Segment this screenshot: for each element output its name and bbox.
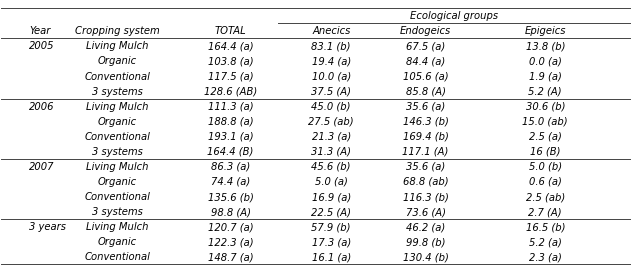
Text: 31.3 (A): 31.3 (A) — [311, 147, 351, 157]
Text: 116.3 (b): 116.3 (b) — [403, 192, 449, 202]
Text: 135.6 (b): 135.6 (b) — [208, 192, 254, 202]
Text: 84.4 (a): 84.4 (a) — [406, 56, 445, 66]
Text: 122.3 (a): 122.3 (a) — [208, 237, 253, 247]
Text: 5.2 (A): 5.2 (A) — [529, 87, 562, 97]
Text: 103.8 (a): 103.8 (a) — [208, 56, 253, 66]
Text: 16.9 (a): 16.9 (a) — [312, 192, 351, 202]
Text: 117.5 (a): 117.5 (a) — [208, 72, 253, 82]
Text: Conventional: Conventional — [84, 72, 150, 82]
Text: 45.0 (b): 45.0 (b) — [312, 102, 351, 112]
Text: 68.8 (ab): 68.8 (ab) — [403, 177, 449, 187]
Text: 2.7 (A): 2.7 (A) — [529, 207, 562, 217]
Text: 27.5 (ab): 27.5 (ab) — [309, 117, 354, 127]
Text: 2007: 2007 — [29, 162, 54, 172]
Text: Organic: Organic — [98, 56, 137, 66]
Text: 30.6 (b): 30.6 (b) — [526, 102, 565, 112]
Text: 120.7 (a): 120.7 (a) — [208, 222, 253, 232]
Text: 164.4 (B): 164.4 (B) — [208, 147, 254, 157]
Text: Living Mulch: Living Mulch — [86, 222, 148, 232]
Text: 146.3 (b): 146.3 (b) — [403, 117, 449, 127]
Text: 46.2 (a): 46.2 (a) — [406, 222, 445, 232]
Text: 98.8 (A): 98.8 (A) — [211, 207, 251, 217]
Text: 3 systems: 3 systems — [91, 147, 143, 157]
Text: 22.5 (A): 22.5 (A) — [311, 207, 351, 217]
Text: Organic: Organic — [98, 117, 137, 127]
Text: 0.0 (a): 0.0 (a) — [529, 56, 562, 66]
Text: Year: Year — [29, 26, 50, 36]
Text: 17.3 (a): 17.3 (a) — [312, 237, 351, 247]
Text: 105.6 (a): 105.6 (a) — [403, 72, 449, 82]
Text: 2005: 2005 — [29, 41, 54, 51]
Text: 117.1 (A): 117.1 (A) — [403, 147, 449, 157]
Text: 86.3 (a): 86.3 (a) — [211, 162, 250, 172]
Text: Living Mulch: Living Mulch — [86, 41, 148, 51]
Text: 5.0 (a): 5.0 (a) — [315, 177, 348, 187]
Text: Anecics: Anecics — [312, 26, 350, 36]
Text: 164.4 (a): 164.4 (a) — [208, 41, 253, 51]
Text: 5.0 (b): 5.0 (b) — [529, 162, 562, 172]
Text: 111.3 (a): 111.3 (a) — [208, 102, 253, 112]
Text: Ecological groups: Ecological groups — [410, 11, 498, 21]
Text: 15.0 (ab): 15.0 (ab) — [522, 117, 568, 127]
Text: 1.9 (a): 1.9 (a) — [529, 72, 562, 82]
Text: 83.1 (b): 83.1 (b) — [312, 41, 351, 51]
Text: 16.5 (b): 16.5 (b) — [526, 222, 565, 232]
Text: 0.6 (a): 0.6 (a) — [529, 177, 562, 187]
Text: 73.6 (A): 73.6 (A) — [406, 207, 445, 217]
Text: Organic: Organic — [98, 177, 137, 187]
Text: 35.6 (a): 35.6 (a) — [406, 162, 445, 172]
Text: 188.8 (a): 188.8 (a) — [208, 117, 253, 127]
Text: 130.4 (b): 130.4 (b) — [403, 252, 449, 262]
Text: TOTAL: TOTAL — [215, 26, 246, 36]
Text: 10.0 (a): 10.0 (a) — [312, 72, 351, 82]
Text: Living Mulch: Living Mulch — [86, 162, 148, 172]
Text: 2.3 (a): 2.3 (a) — [529, 252, 562, 262]
Text: Conventional: Conventional — [84, 192, 150, 202]
Text: 45.6 (b): 45.6 (b) — [312, 162, 351, 172]
Text: 3 years: 3 years — [29, 222, 66, 232]
Text: 35.6 (a): 35.6 (a) — [406, 102, 445, 112]
Text: Organic: Organic — [98, 237, 137, 247]
Text: 99.8 (b): 99.8 (b) — [406, 237, 445, 247]
Text: 57.9 (b): 57.9 (b) — [312, 222, 351, 232]
Text: Living Mulch: Living Mulch — [86, 102, 148, 112]
Text: 128.6 (AB): 128.6 (AB) — [204, 87, 257, 97]
Text: 74.4 (a): 74.4 (a) — [211, 177, 250, 187]
Text: 2006: 2006 — [29, 102, 54, 112]
Text: 21.3 (a): 21.3 (a) — [312, 132, 351, 142]
Text: 2.5 (ab): 2.5 (ab) — [526, 192, 565, 202]
Text: Epigeics: Epigeics — [524, 26, 566, 36]
Text: 37.5 (A): 37.5 (A) — [311, 87, 351, 97]
Text: 16.1 (a): 16.1 (a) — [312, 252, 351, 262]
Text: 5.2 (a): 5.2 (a) — [529, 237, 562, 247]
Text: 13.8 (b): 13.8 (b) — [526, 41, 565, 51]
Text: 67.5 (a): 67.5 (a) — [406, 41, 445, 51]
Text: 3 systems: 3 systems — [91, 87, 143, 97]
Text: 169.4 (b): 169.4 (b) — [403, 132, 449, 142]
Text: 193.1 (a): 193.1 (a) — [208, 132, 253, 142]
Text: 3 systems: 3 systems — [91, 207, 143, 217]
Text: Conventional: Conventional — [84, 132, 150, 142]
Text: Cropping system: Cropping system — [75, 26, 160, 36]
Text: 19.4 (a): 19.4 (a) — [312, 56, 351, 66]
Text: 148.7 (a): 148.7 (a) — [208, 252, 253, 262]
Text: 2.5 (a): 2.5 (a) — [529, 132, 562, 142]
Text: 16 (B): 16 (B) — [530, 147, 560, 157]
Text: Endogeics: Endogeics — [400, 26, 451, 36]
Text: Conventional: Conventional — [84, 252, 150, 262]
Text: 85.8 (A): 85.8 (A) — [406, 87, 445, 97]
